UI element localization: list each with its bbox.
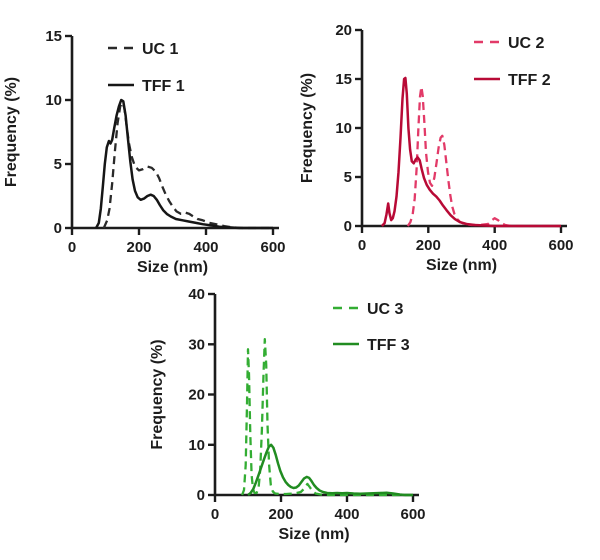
x-axis-title: Size (nm) <box>426 257 497 274</box>
series-line-uc-1 <box>102 101 273 230</box>
y-tick-label: 0 <box>344 218 352 235</box>
legend-label-tff-2: TFF 2 <box>508 72 551 89</box>
y-tick-label: 30 <box>188 336 205 353</box>
x-tick-label: 600 <box>548 237 573 254</box>
legend-label-tff-1: TFF 1 <box>142 78 185 95</box>
x-tick-label: 400 <box>334 506 359 523</box>
series-line-tff-3 <box>247 443 413 497</box>
x-tick-label: 200 <box>126 239 151 256</box>
x-tick-label: 0 <box>358 237 366 254</box>
y-tick-label: 10 <box>335 120 352 137</box>
y-axis-title: Frequency (%) <box>3 77 20 187</box>
y-axis-title: Frequency (%) <box>149 339 166 449</box>
y-tick-label: 20 <box>335 22 352 39</box>
y-tick-label: 15 <box>335 71 352 88</box>
x-tick-label: 600 <box>400 506 425 523</box>
y-tick-label: 40 <box>188 286 205 303</box>
size-distribution-1: 0 200 400 600 0 5 10 15 Size (nm) Frequency (%) UC… <box>3 28 286 276</box>
legend-item-uc-1: UC 1 <box>108 41 179 58</box>
x-tick-label: 200 <box>268 506 293 523</box>
series-line-tff-2 <box>380 76 561 228</box>
chart-panel-sample-2: 0 200 400 600 0 5 10 15 20 Size (nm) Frequency (%)… <box>299 0 600 278</box>
y-tick-label: 0 <box>197 487 205 504</box>
y-tick-label: 5 <box>344 169 352 186</box>
x-tick-label: 600 <box>260 239 285 256</box>
y-tick-label: 10 <box>45 92 62 109</box>
legend-item-uc-2: UC 2 <box>474 35 545 52</box>
y-tick-label: 0 <box>54 220 62 237</box>
series-line-uc-2 <box>406 85 561 228</box>
legend-item-tff-3: TFF 3 <box>333 337 410 354</box>
x-tick-label: 200 <box>416 237 441 254</box>
axis-lines <box>70 36 279 230</box>
size-distribution-3: 0 200 400 600 0 10 20 30 40 Size (nm) Frequency (%… <box>149 286 426 543</box>
x-tick-label: 400 <box>482 237 507 254</box>
y-tick-label: 20 <box>188 387 205 404</box>
legend-item-tff-1: TFF 1 <box>108 78 185 95</box>
x-axis-title: Size (nm) <box>137 259 208 276</box>
size-distribution-2: 0 200 400 600 0 5 10 15 20 Size (nm) Frequency (%)… <box>299 22 574 274</box>
legend-item-tff-2: TFF 2 <box>474 72 551 89</box>
legend-label-uc-2: UC 2 <box>508 35 545 52</box>
y-tick-label: 15 <box>45 28 62 45</box>
chart-panel-sample-1: 0 200 400 600 0 5 10 15 Size (nm) Frequency (%) UC… <box>0 0 300 278</box>
series-line-tff-1 <box>94 98 273 230</box>
y-tick-label: 10 <box>188 437 205 454</box>
y-tick-label: 5 <box>54 156 62 173</box>
y-axis-title: Frequency (%) <box>300 73 316 183</box>
x-tick-label: 0 <box>68 239 76 256</box>
legend-label-uc-1: UC 1 <box>142 41 179 58</box>
series-line-uc-3 <box>241 338 413 497</box>
x-tick-label: 0 <box>211 506 219 523</box>
x-tick-label: 400 <box>193 239 218 256</box>
x-axis-title: Size (nm) <box>278 526 349 543</box>
chart-panel-sample-3: 0 200 400 600 0 10 20 30 40 Size (nm) Frequency (%… <box>140 282 480 560</box>
legend-item-uc-3: UC 3 <box>333 301 404 318</box>
legend-label-tff-3: TFF 3 <box>367 337 410 354</box>
legend-label-uc-3: UC 3 <box>367 301 404 318</box>
axis-lines <box>360 30 567 228</box>
